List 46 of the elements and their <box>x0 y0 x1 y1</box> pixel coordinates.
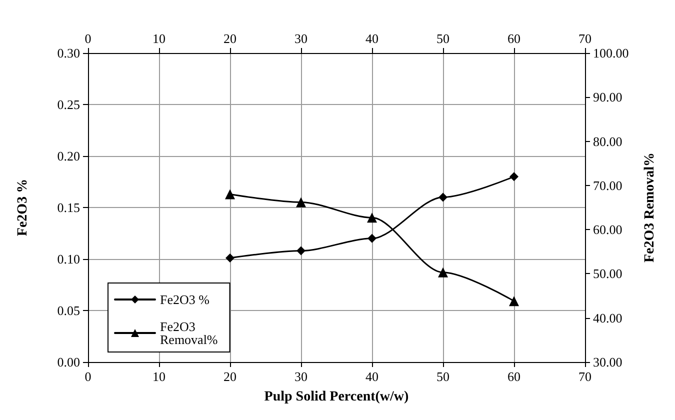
y2-tick-label: 80.00 <box>593 134 622 149</box>
point <box>510 172 518 182</box>
y2-axis-title: Fe2O3 Removal% <box>642 152 658 263</box>
y2-tick-label: 30.00 <box>593 354 622 370</box>
point <box>367 212 377 223</box>
x2-tick-label: 0 <box>84 31 92 46</box>
x2-tick-label: 20 <box>224 31 236 46</box>
x-tick-label: 40 <box>366 369 378 384</box>
y2-tick-label: 60.00 <box>593 222 622 238</box>
x-tick-label: 30 <box>294 369 308 384</box>
y2-tick-label: 100.00 <box>593 46 629 60</box>
y-tick-label: 0.30 <box>57 46 80 60</box>
x2-tick-label: 10 <box>152 31 166 46</box>
x-tick-label: 70 <box>578 369 592 384</box>
x2-tick-label: 60 <box>508 31 520 46</box>
x2-tick-label: 70 <box>578 31 592 46</box>
point <box>509 296 519 306</box>
y2-tick-label: 40.00 <box>593 310 622 326</box>
y-tick-label: 0.10 <box>57 252 80 266</box>
x-tick-label: 0 <box>84 369 92 384</box>
legend-label: Fe2O3 Removal% <box>160 319 218 347</box>
point <box>226 253 234 262</box>
x2-tick-label: 40 <box>366 31 378 46</box>
y-tick-label: 0.25 <box>57 97 80 112</box>
y-axis-title: Fe2O3 % <box>16 178 30 236</box>
legend-label: Fe2O3 % <box>160 292 210 307</box>
y2-tick-label: 50.00 <box>593 266 622 282</box>
x-tick-label: 50 <box>436 369 450 384</box>
y-tick-label: 0.05 <box>57 303 80 318</box>
point <box>225 189 235 200</box>
point <box>296 197 306 208</box>
point <box>438 192 448 202</box>
x-axis-title: Pulp Solid Percent(w/w) <box>264 390 410 404</box>
point <box>368 234 376 243</box>
x-tick-label: 60 <box>508 369 520 384</box>
x2-tick-label: 50 <box>436 31 450 46</box>
y-tick-label: 0.00 <box>57 354 80 370</box>
point <box>438 267 448 278</box>
point <box>296 246 306 256</box>
y2-tick-label: 90.00 <box>593 90 622 105</box>
x-tick-label: 20 <box>224 369 236 384</box>
x2-tick-label: 30 <box>294 31 308 46</box>
y-tick-label: 0.20 <box>57 148 80 164</box>
y-tick-label: 0.15 <box>57 200 80 215</box>
y2-tick-label: 70.00 <box>593 178 622 193</box>
x-tick-label: 10 <box>152 369 166 384</box>
